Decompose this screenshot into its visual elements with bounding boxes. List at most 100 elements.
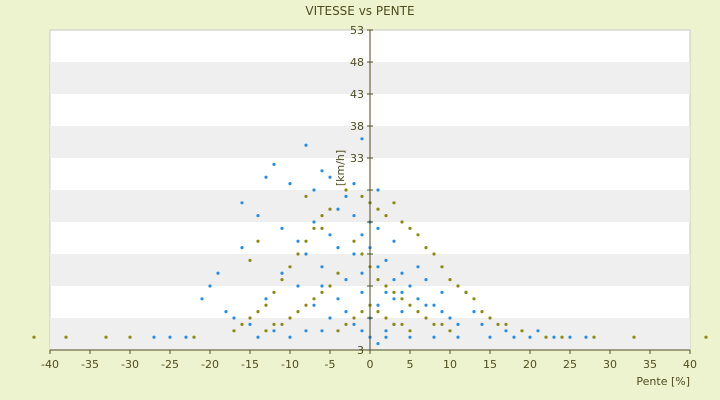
data-point	[408, 303, 412, 307]
data-point	[328, 284, 332, 288]
data-point	[256, 239, 260, 243]
data-point	[320, 329, 324, 333]
x-tick-label: -10	[281, 358, 299, 371]
data-point	[320, 214, 324, 218]
data-point	[400, 271, 404, 275]
data-point	[104, 335, 108, 339]
data-point	[552, 335, 556, 339]
data-point	[296, 252, 300, 256]
data-point	[384, 284, 388, 288]
data-point	[440, 265, 444, 269]
data-point	[264, 175, 268, 179]
data-point	[328, 207, 332, 211]
data-point	[320, 290, 324, 294]
data-point	[632, 335, 636, 339]
data-point	[272, 322, 276, 326]
data-point	[304, 194, 308, 198]
data-point	[360, 194, 364, 198]
data-point	[464, 290, 468, 294]
data-point	[512, 335, 516, 339]
data-points	[32, 137, 708, 346]
data-point	[360, 271, 364, 275]
data-point	[248, 322, 252, 326]
data-point	[344, 322, 348, 326]
data-point	[448, 329, 452, 333]
data-point	[336, 207, 340, 211]
data-point	[328, 316, 332, 320]
data-point	[376, 342, 380, 346]
data-point	[312, 297, 316, 301]
data-point	[256, 310, 260, 314]
y-tick-label: 48	[350, 56, 364, 69]
data-point	[64, 335, 68, 339]
data-point	[424, 303, 428, 307]
data-point	[408, 329, 412, 333]
data-point	[360, 329, 364, 333]
data-point	[592, 335, 596, 339]
data-point	[344, 188, 348, 192]
data-point	[192, 335, 196, 339]
data-point	[248, 258, 252, 262]
data-point	[248, 316, 252, 320]
data-point	[416, 233, 420, 237]
data-point	[440, 290, 444, 294]
data-point	[216, 271, 220, 275]
data-point	[288, 316, 292, 320]
data-point	[304, 329, 308, 333]
data-point	[344, 278, 348, 282]
data-point	[456, 284, 460, 288]
data-point	[456, 322, 460, 326]
data-point	[416, 297, 420, 301]
data-point	[448, 278, 452, 282]
x-tick-label: 25	[563, 358, 577, 371]
data-point	[584, 335, 588, 339]
chart-title: VITESSE vs PENTE	[305, 4, 414, 18]
data-point	[376, 226, 380, 230]
data-point	[520, 329, 524, 333]
data-point	[568, 335, 572, 339]
data-point	[440, 310, 444, 314]
data-point	[440, 322, 444, 326]
data-point	[304, 239, 308, 243]
data-point	[448, 316, 452, 320]
data-point	[384, 329, 388, 333]
data-point	[312, 226, 316, 230]
x-tick-label: 5	[407, 358, 414, 371]
data-point	[240, 246, 244, 250]
data-point	[264, 297, 268, 301]
data-point	[488, 316, 492, 320]
data-point	[480, 310, 484, 314]
data-point	[472, 310, 476, 314]
data-point	[208, 284, 212, 288]
y-tick-label: 33	[350, 152, 364, 165]
data-point	[336, 297, 340, 301]
data-point	[184, 335, 188, 339]
data-point	[376, 207, 380, 211]
data-point	[392, 278, 396, 282]
data-point	[280, 322, 284, 326]
data-point	[352, 322, 356, 326]
data-point	[352, 214, 356, 218]
data-point	[320, 265, 324, 269]
data-point	[376, 303, 380, 307]
data-point	[384, 214, 388, 218]
data-point	[240, 322, 244, 326]
data-point	[400, 310, 404, 314]
data-point	[432, 322, 436, 326]
data-point	[384, 258, 388, 262]
x-tick-label: 40	[683, 358, 697, 371]
data-point	[288, 182, 292, 186]
data-point	[272, 290, 276, 294]
axes: -40 -35 -30 -25 -20 -15 -10 -5 0 5 10 15 20 25 30 35 40 3…	[41, 24, 697, 371]
data-point	[480, 322, 484, 326]
data-point	[472, 297, 476, 301]
data-point	[168, 335, 172, 339]
data-point	[320, 169, 324, 173]
data-point	[504, 322, 508, 326]
y-tick-label: 53	[350, 24, 364, 37]
data-point	[336, 329, 340, 333]
x-tick-label: 15	[483, 358, 497, 371]
data-point	[496, 322, 500, 326]
data-point	[360, 252, 364, 256]
